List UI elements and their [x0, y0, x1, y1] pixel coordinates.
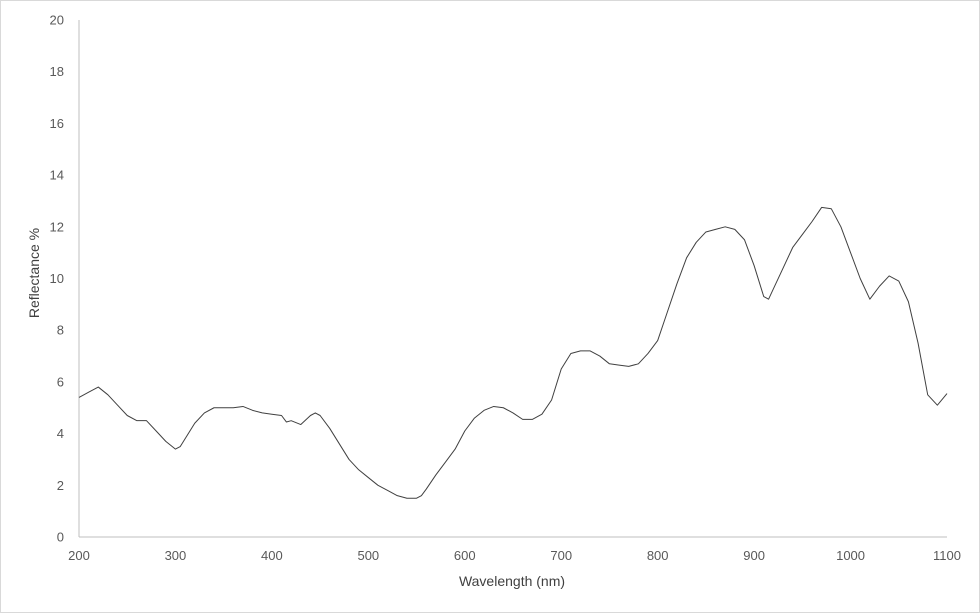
x-tick-label: 800 [647, 548, 669, 563]
y-tick-label: 8 [57, 323, 64, 338]
y-tick-label: 12 [50, 219, 64, 234]
y-tick-label: 6 [57, 374, 64, 389]
series-line-0 [78, 206, 948, 499]
y-axis: 0 2 4 6 8 10 12 14 16 18 20 [50, 13, 80, 545]
x-tick-label: 600 [454, 548, 476, 563]
x-tick-label: 900 [743, 548, 765, 563]
x-tick-label: 1000 [836, 548, 865, 563]
y-axis-title: Reflectance % [26, 228, 42, 318]
y-tick-label: 18 [50, 64, 64, 79]
x-tick-label: 500 [357, 548, 379, 563]
y-tick-label: 14 [50, 168, 64, 183]
y-tick-label: 2 [57, 478, 64, 493]
y-tick-label: 16 [50, 116, 64, 131]
x-axis-title: Wavelength (nm) [459, 573, 565, 589]
x-tick-label: 1100 [933, 548, 961, 563]
y-tick-label: 0 [57, 530, 64, 545]
x-tick-label: 700 [550, 548, 572, 563]
x-axis: 200 300 400 500 600 700 800 900 1000 1100 [68, 536, 961, 563]
x-tick-label: 400 [261, 548, 283, 563]
y-tick-label: 20 [50, 13, 64, 28]
y-tick-label: 4 [57, 426, 64, 441]
series-group [78, 206, 948, 499]
x-tick-label: 200 [68, 548, 90, 563]
x-tick-label: 300 [165, 548, 187, 563]
y-tick-label: 10 [50, 271, 64, 286]
